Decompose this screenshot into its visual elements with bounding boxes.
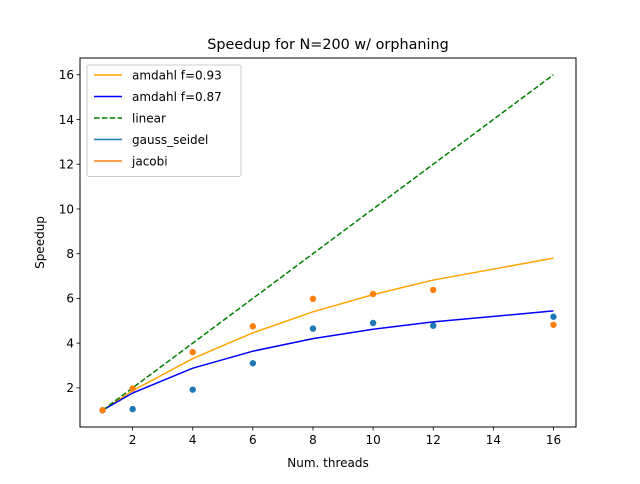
point-gauss-seidel (249, 360, 257, 367)
point-gauss-seidel (189, 386, 196, 393)
point-jacobi (249, 323, 257, 330)
x-tick-label: 8 (309, 433, 317, 447)
point-gauss-seidel (369, 319, 377, 327)
legend-box (86, 64, 242, 177)
series-line-amdahl-f-0-93 (102, 257, 554, 411)
point-gauss-seidel (309, 325, 317, 332)
legend-label-linear: linear (132, 112, 166, 126)
x-tick-label: 16 (546, 433, 561, 447)
x-tick-label: 12 (426, 433, 441, 447)
x-tick-label: 2 (129, 433, 137, 447)
point-jacobi (430, 286, 437, 294)
legend-label-jacobi: jacobi (131, 155, 168, 169)
point-jacobi (99, 407, 106, 414)
x-tick-label: 6 (249, 433, 257, 447)
point-gauss-seidel (430, 322, 437, 329)
point-gauss-seidel (129, 405, 136, 413)
legend: amdahl f=0.93 amdahl f=0.87 linear gauss_se… (86, 64, 242, 177)
y-tick-label: 6 (66, 292, 74, 306)
x-tick-label: 10 (365, 433, 380, 447)
legend-label-amdahl-f-0-93: amdahl f=0.93 (132, 69, 222, 83)
y-tick-label: 16 (59, 68, 74, 82)
legend-label-gauss-seidel: gauss_seidel (132, 133, 208, 147)
y-tick-label: 8 (66, 247, 74, 261)
y-tick-label: 12 (59, 158, 74, 172)
series-line-linear (102, 74, 554, 411)
y-axis-label: Speedup (33, 216, 47, 269)
y-tick-label: 10 (59, 202, 74, 216)
x-axis-label: Num. threads (287, 456, 369, 470)
point-jacobi (129, 385, 136, 392)
point-jacobi (550, 321, 557, 328)
point-jacobi (189, 348, 196, 356)
y-tick-label: 14 (59, 113, 74, 127)
point-jacobi (369, 290, 377, 298)
point-gauss-seidel (550, 313, 557, 320)
legend-label-amdahl-f-0-87: amdahl f=0.87 (132, 90, 222, 104)
y-tick-label: 4 (66, 336, 74, 350)
x-tick-label: 14 (486, 433, 501, 447)
y-tick-label: 2 (66, 381, 74, 395)
point-jacobi (309, 295, 317, 303)
series-line-amdahl-f-0-87 (102, 310, 554, 411)
chart-title: Speedup for N=200 w/ orphaning (207, 37, 449, 53)
x-tick-label: 4 (189, 433, 197, 447)
plot-frame (79, 57, 577, 428)
